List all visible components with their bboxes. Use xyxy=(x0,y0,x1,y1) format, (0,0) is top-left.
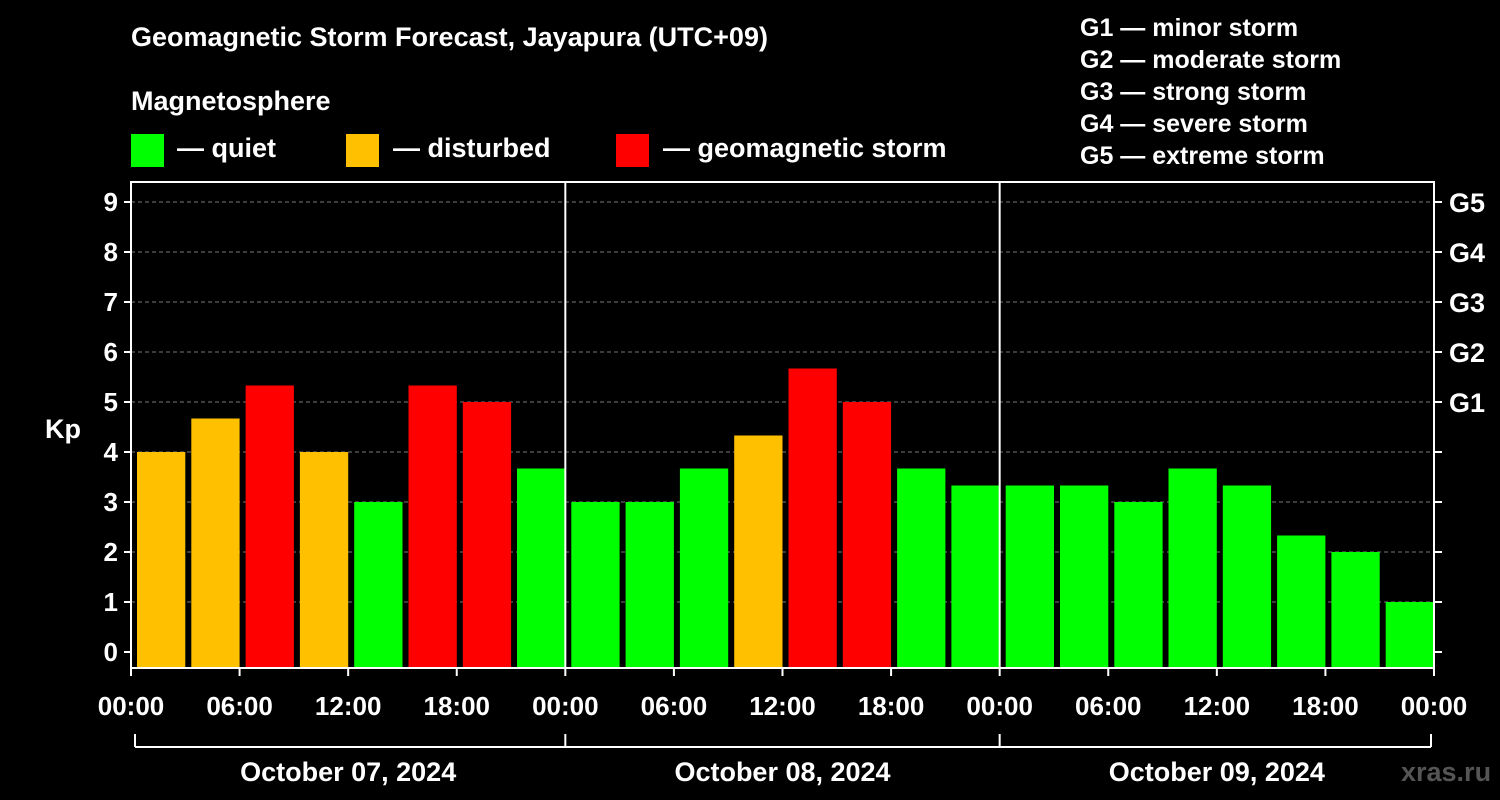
g-level-label: G1 xyxy=(1449,388,1485,418)
x-tick-label: 00:00 xyxy=(966,691,1033,721)
legend-swatch-quiet xyxy=(131,134,164,167)
legend-swatch-storm xyxy=(616,134,649,167)
x-tick-label: 06:00 xyxy=(206,691,273,721)
g-level-label: G3 xyxy=(1449,288,1485,318)
g-level-label: G4 xyxy=(1449,238,1485,268)
kp-bar-quiet xyxy=(1005,485,1054,668)
legend-label-quiet: — quiet xyxy=(177,133,276,163)
y-tick-label: 5 xyxy=(104,387,118,417)
day-label: October 07, 2024 xyxy=(240,757,456,787)
g-scale-g2: G2 — moderate storm xyxy=(1080,46,1342,74)
y-tick-label: 8 xyxy=(104,237,118,267)
kp-bar-quiet xyxy=(1114,502,1163,668)
kp-bar-quiet xyxy=(1060,485,1109,668)
day-label: October 09, 2024 xyxy=(1109,757,1325,787)
g-scale-g3: G3 — strong storm xyxy=(1080,78,1307,106)
x-tick-label: 18:00 xyxy=(1292,691,1359,721)
x-tick-label: 00:00 xyxy=(532,691,599,721)
kp-bar-quiet xyxy=(679,468,729,668)
kp-bar-disturbed xyxy=(734,435,783,668)
kp-bar-disturbed xyxy=(191,418,240,668)
kp-bar-quiet xyxy=(1331,552,1380,668)
g-scale-g1: G1 — minor storm xyxy=(1080,14,1299,42)
y-tick-label: 9 xyxy=(104,187,118,217)
g-scale-g4: G4 — severe storm xyxy=(1080,110,1308,138)
day-label: October 08, 2024 xyxy=(674,757,890,787)
chart-title: Geomagnetic Storm Forecast, Jayapura (UT… xyxy=(131,22,768,52)
kp-bar-storm xyxy=(245,385,294,668)
y-tick-label: 1 xyxy=(104,587,118,617)
kp-bar-quiet xyxy=(1385,602,1434,668)
y-tick-label: 0 xyxy=(104,637,118,667)
kp-bar-disturbed xyxy=(137,452,186,668)
y-tick-label: 2 xyxy=(104,537,118,567)
kp-bar-storm xyxy=(788,368,837,668)
kp-bar-quiet xyxy=(951,485,1000,668)
kp-bar-storm xyxy=(842,402,892,668)
y-tick-label: 3 xyxy=(104,487,118,517)
kp-bar-quiet xyxy=(354,502,403,668)
legend-heading: Magnetosphere xyxy=(131,86,331,116)
legend-label-storm: — geomagnetic storm xyxy=(663,133,947,163)
kp-bar-quiet xyxy=(625,502,674,668)
g-scale-g5: G5 — extreme storm xyxy=(1080,142,1325,170)
x-tick-label: 06:00 xyxy=(1075,691,1142,721)
x-tick-label: 12:00 xyxy=(315,691,382,721)
x-tick-label: 18:00 xyxy=(424,691,491,721)
kp-bar-quiet xyxy=(571,502,620,668)
legend-swatch-disturbed xyxy=(346,134,379,167)
y-axis-label: Kp xyxy=(45,414,81,444)
g-level-label: G2 xyxy=(1449,338,1485,368)
x-tick-label: 12:00 xyxy=(749,691,816,721)
x-tick-label: 12:00 xyxy=(1184,691,1251,721)
watermark: xras.ru xyxy=(1401,757,1492,787)
kp-bar-quiet xyxy=(1222,485,1272,668)
y-tick-label: 7 xyxy=(104,287,118,317)
x-tick-label: 06:00 xyxy=(641,691,708,721)
kp-bar-quiet xyxy=(1277,535,1326,668)
x-tick-label: 00:00 xyxy=(1401,691,1468,721)
kp-bar-storm xyxy=(462,402,512,668)
y-tick-label: 4 xyxy=(104,437,119,467)
g-level-label: G5 xyxy=(1449,188,1485,218)
x-tick-label: 00:00 xyxy=(98,691,165,721)
x-tick-label: 18:00 xyxy=(858,691,925,721)
y-tick-label: 6 xyxy=(104,337,118,367)
kp-bar-disturbed xyxy=(299,452,349,668)
kp-bar-quiet xyxy=(517,468,566,668)
legend-label-disturbed: — disturbed xyxy=(393,133,551,163)
kp-bar-quiet xyxy=(897,468,946,668)
kp-bar-quiet xyxy=(1168,468,1217,668)
kp-bar-storm xyxy=(408,385,457,668)
